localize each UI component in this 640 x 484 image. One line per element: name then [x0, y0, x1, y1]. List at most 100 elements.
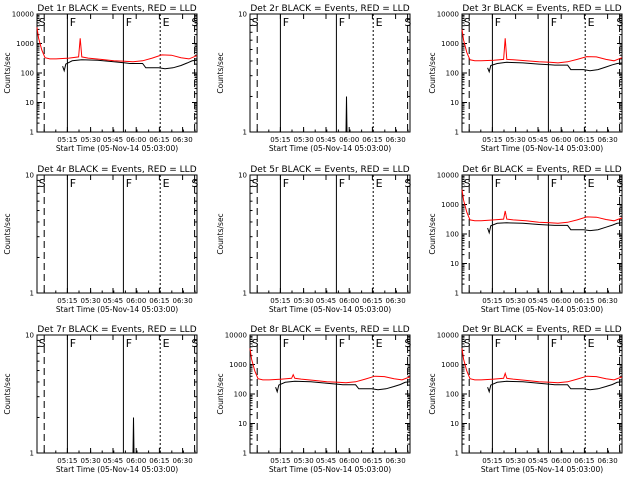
- x-tick-label: 06:00: [126, 297, 146, 305]
- panel-title: Det 7r BLACK = Events, RED = LLD: [37, 325, 196, 335]
- panel-title: Det 5r BLACK = Events, RED = LLD: [250, 165, 409, 175]
- event-marker-label: F: [126, 177, 132, 190]
- x-tick-label: 05:15: [482, 297, 502, 305]
- events-series-line: [275, 380, 411, 394]
- panel-det-4: Det 4r BLACK = Events, RED = LLD 1 10 Count…: [3, 165, 198, 314]
- event-marker-label: E: [376, 337, 383, 350]
- x-axis-label: Start Time (05-Nov-14 05:03:00): [481, 144, 603, 153]
- y-axis-label: Counts/sec: [3, 213, 12, 254]
- event-marker-label: F: [70, 177, 76, 190]
- x-tick-label: 05:15: [270, 136, 290, 144]
- x-tick-label: 06:15: [362, 297, 382, 305]
- event-marker-label: E: [588, 16, 595, 29]
- y-tick-label: 1: [30, 450, 34, 458]
- x-tick-label: 06:15: [149, 297, 169, 305]
- event-marker-label: F: [70, 16, 76, 29]
- y-tick-label: 100: [446, 391, 459, 399]
- x-tick-label: 06:15: [149, 136, 169, 144]
- panel-title: Det 3r BLACK = Events, RED = LLD: [462, 4, 621, 14]
- x-tick-label: 06:15: [149, 457, 169, 465]
- event-marker-label: F: [551, 337, 557, 350]
- x-tick-label: 05:30: [294, 297, 314, 305]
- panel-title: Det 4r BLACK = Events, RED = LLD: [37, 165, 196, 175]
- x-tick-label: 05:15: [57, 136, 77, 144]
- events-series-line: [62, 59, 198, 73]
- y-tick-label: 10: [450, 99, 459, 107]
- x-tick-label: 05:30: [81, 297, 101, 305]
- event-marker-label: S: [616, 337, 623, 350]
- event-marker-label: E: [163, 337, 170, 350]
- x-tick-label: 05:30: [81, 457, 101, 465]
- x-tick-label: 05:45: [528, 457, 548, 465]
- x-tick-label: 06:30: [598, 297, 618, 305]
- y-tick-label: 10: [238, 172, 247, 180]
- y-tick-label: 1: [243, 129, 247, 137]
- event-marker-label: S: [252, 177, 259, 190]
- panel-det-9: Det 9r BLACK = Events, RED = LLD 1 10 100 10…: [428, 325, 623, 474]
- y-tick-label: 1: [243, 450, 247, 458]
- y-axis-label: Counts/sec: [428, 52, 437, 93]
- event-marker-label: S: [464, 16, 471, 29]
- x-tick-label: 06:30: [598, 136, 618, 144]
- y-tick-label: 10000: [12, 11, 34, 19]
- x-axis-label: Start Time (05-Nov-14 05:03:00): [269, 305, 391, 314]
- event-marker-label: F: [283, 177, 289, 190]
- x-tick-label: 05:45: [103, 297, 123, 305]
- plot-frame: [36, 334, 198, 454]
- x-tick-label: 06:15: [362, 136, 382, 144]
- y-axis-label: Counts/sec: [428, 373, 437, 414]
- x-tick-label: 05:15: [270, 297, 290, 305]
- panel-det-2: Det 2r BLACK = Events, RED = LLD 1 10 Count…: [216, 4, 411, 153]
- y-tick-label: 10000: [437, 172, 459, 180]
- y-tick-label: 1000: [441, 361, 459, 369]
- x-tick-label: 06:00: [551, 136, 571, 144]
- lld-series-line: [461, 189, 623, 224]
- x-tick-label: 06:15: [362, 457, 382, 465]
- event-marker-label: F: [551, 177, 557, 190]
- events-series-line: [487, 222, 623, 235]
- panel-title: Det 9r BLACK = Events, RED = LLD: [462, 325, 621, 335]
- x-tick-label: 05:15: [270, 457, 290, 465]
- y-axis-label: Counts/sec: [216, 213, 225, 254]
- event-marker-label: S: [191, 337, 198, 350]
- x-tick-label: 05:15: [57, 457, 77, 465]
- y-tick-label: 1: [30, 290, 34, 298]
- y-axis-label: Counts/sec: [3, 373, 12, 414]
- events-series-line: [487, 61, 623, 74]
- event-marker-label: S: [191, 177, 198, 190]
- y-tick-label: 1000: [16, 40, 34, 48]
- event-marker-label: E: [163, 16, 170, 29]
- event-marker-label: F: [126, 16, 132, 29]
- y-tick-label: 10: [25, 99, 34, 107]
- event-marker-label: S: [39, 16, 46, 29]
- y-tick-label: 1: [30, 129, 34, 137]
- y-tick-label: 1: [243, 290, 247, 298]
- event-marker-label: S: [39, 177, 46, 190]
- y-tick-label: 10000: [437, 332, 459, 340]
- y-tick-label: 10000: [225, 332, 247, 340]
- lld-series-line: [461, 348, 623, 384]
- x-tick-label: 05:45: [316, 457, 336, 465]
- y-tick-label: 100: [234, 391, 247, 399]
- x-tick-label: 05:30: [506, 457, 526, 465]
- y-axis-label: Counts/sec: [428, 213, 437, 254]
- panel-det-7: Det 7r BLACK = Events, RED = LLD 1 10 Count…: [3, 325, 198, 474]
- events-series-line: [345, 96, 348, 133]
- y-tick-label: 100: [446, 231, 459, 239]
- event-marker-label: F: [495, 177, 501, 190]
- y-tick-label: 1000: [441, 201, 459, 209]
- x-tick-label: 05:30: [81, 136, 101, 144]
- panel-det-5: Det 5r BLACK = Events, RED = LLD 1 10 Count…: [216, 165, 411, 314]
- x-tick-label: 06:30: [173, 457, 193, 465]
- x-axis-label: Start Time (05-Nov-14 05:03:00): [56, 465, 178, 474]
- x-tick-label: 06:15: [574, 136, 594, 144]
- x-tick-label: 05:45: [103, 136, 123, 144]
- event-marker-label: S: [252, 16, 259, 29]
- x-tick-label: 05:45: [528, 136, 548, 144]
- event-marker-label: S: [191, 16, 198, 29]
- x-axis-label: Start Time (05-Nov-14 05:03:00): [481, 465, 603, 474]
- lld-series-line: [36, 27, 198, 63]
- panel-det-1: Det 1r BLACK = Events, RED = LLD 1 10 100 10…: [3, 4, 198, 153]
- y-tick-label: 1000: [441, 40, 459, 48]
- y-tick-label: 10: [450, 420, 459, 428]
